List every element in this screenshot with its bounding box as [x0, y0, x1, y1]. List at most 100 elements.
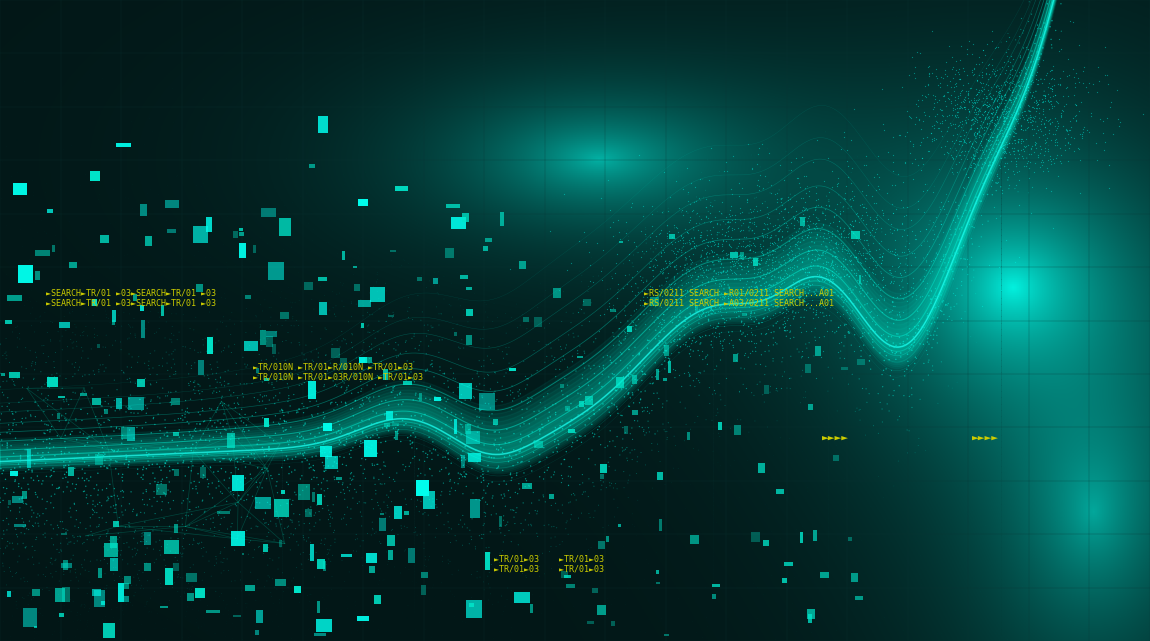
Point — [1027, 128, 1045, 138]
Point — [110, 586, 129, 596]
Point — [380, 309, 398, 319]
Point — [973, 97, 991, 107]
Bar — [359, 199, 368, 206]
Point — [665, 271, 683, 281]
Point — [3, 375, 22, 385]
Point — [775, 203, 793, 213]
Point — [896, 370, 914, 381]
Point — [600, 437, 619, 447]
Point — [996, 80, 1014, 90]
Point — [905, 234, 923, 244]
Point — [376, 278, 394, 288]
Point — [932, 256, 950, 266]
Point — [767, 469, 785, 479]
Point — [22, 411, 40, 421]
Point — [473, 529, 491, 540]
Point — [505, 428, 523, 438]
Point — [84, 535, 102, 545]
Point — [959, 88, 977, 99]
Point — [1036, 143, 1055, 153]
Point — [700, 320, 719, 330]
Point — [710, 256, 728, 267]
Point — [258, 451, 276, 461]
Bar — [8, 372, 21, 378]
Point — [1041, 113, 1059, 124]
Point — [961, 162, 980, 172]
Point — [415, 320, 434, 330]
Point — [331, 342, 350, 352]
Point — [1060, 622, 1079, 633]
Point — [307, 547, 325, 558]
Point — [506, 487, 524, 497]
Point — [637, 276, 655, 287]
Point — [746, 221, 765, 231]
Point — [814, 276, 833, 286]
Point — [775, 312, 793, 322]
Point — [140, 219, 159, 229]
Point — [796, 212, 814, 222]
Point — [857, 430, 875, 440]
Point — [400, 462, 419, 472]
Point — [152, 269, 170, 279]
Point — [621, 360, 639, 370]
Bar — [34, 250, 49, 256]
Point — [16, 300, 34, 310]
Point — [77, 309, 95, 319]
Point — [846, 602, 865, 612]
Point — [961, 141, 980, 151]
Point — [727, 247, 745, 257]
Point — [999, 78, 1018, 88]
Point — [665, 261, 683, 271]
Point — [501, 127, 520, 137]
Point — [54, 145, 72, 155]
Point — [401, 436, 420, 446]
Point — [610, 215, 628, 225]
Point — [251, 497, 269, 508]
Point — [656, 345, 674, 356]
Point — [938, 313, 957, 324]
Point — [906, 154, 925, 164]
Point — [18, 451, 37, 462]
Point — [513, 569, 531, 579]
Point — [253, 325, 271, 335]
Point — [799, 222, 818, 232]
Point — [975, 106, 994, 116]
Point — [329, 426, 347, 436]
Point — [844, 299, 862, 309]
Point — [1011, 113, 1029, 123]
Point — [1052, 513, 1071, 523]
Point — [384, 382, 402, 392]
Point — [458, 469, 476, 479]
Point — [391, 262, 409, 272]
Point — [574, 399, 592, 409]
Point — [719, 224, 737, 234]
Point — [961, 115, 980, 125]
Point — [261, 433, 279, 443]
Point — [894, 201, 912, 212]
Point — [292, 249, 311, 259]
Point — [1061, 139, 1080, 149]
Point — [690, 304, 708, 314]
Point — [368, 459, 386, 469]
Point — [733, 329, 751, 339]
Point — [342, 298, 360, 308]
Point — [575, 399, 593, 409]
Point — [616, 599, 635, 610]
Point — [539, 597, 558, 607]
Point — [802, 257, 820, 267]
Bar — [657, 570, 659, 574]
Point — [570, 381, 589, 392]
Point — [920, 111, 938, 121]
Point — [152, 550, 170, 560]
Bar — [776, 489, 784, 494]
Point — [969, 94, 988, 104]
Point — [720, 239, 738, 249]
Point — [277, 335, 296, 345]
Point — [1034, 97, 1052, 107]
Point — [984, 104, 1003, 115]
Point — [729, 235, 748, 245]
Point — [321, 510, 339, 520]
Point — [105, 533, 123, 543]
Point — [823, 181, 842, 192]
Point — [907, 323, 926, 333]
